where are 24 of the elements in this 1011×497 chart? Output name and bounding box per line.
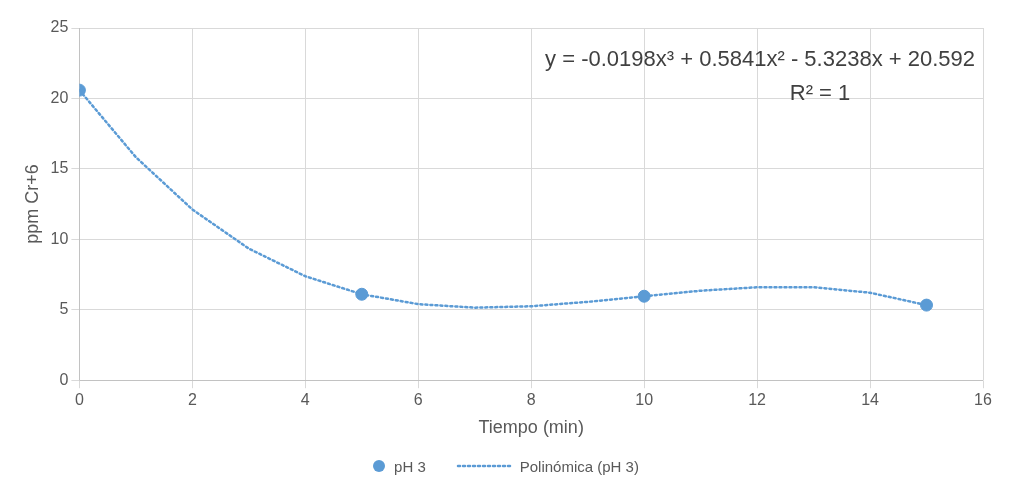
y-tick-label: 15: [50, 159, 69, 177]
x-tick-label: 12: [748, 391, 767, 409]
y-tick-label: 25: [50, 18, 69, 36]
legend-label: pH 3: [394, 457, 426, 475]
legend-label: Polinómica (pH 3): [519, 457, 639, 475]
x-axis-title: Tiempo (min): [478, 417, 584, 438]
point: [355, 287, 369, 301]
x-tick-label: 4: [300, 391, 310, 409]
point: [637, 289, 651, 303]
y-tick-label: 10: [50, 229, 69, 247]
y-tick-label: 0: [59, 370, 69, 388]
annotation: R² = 1: [789, 80, 851, 106]
x-tick-label: 14: [861, 391, 880, 409]
y-tick-label: 5: [59, 300, 69, 318]
x-tick-label: 6: [413, 391, 423, 409]
point: [920, 298, 934, 312]
x-tick-label: 8: [526, 391, 536, 409]
annotation: y = -0.0198x³ + 0.5841x² - 5.3238x + 20.592: [545, 46, 975, 72]
y-axis-title: ppm Cr+6: [21, 164, 42, 244]
x-tick-label: 2: [187, 391, 197, 409]
x-tick-label: 0: [74, 391, 84, 409]
x-tick-label: 16: [974, 391, 992, 409]
x-tick-label: 10: [635, 391, 654, 409]
y-tick-label: 20: [50, 88, 69, 106]
